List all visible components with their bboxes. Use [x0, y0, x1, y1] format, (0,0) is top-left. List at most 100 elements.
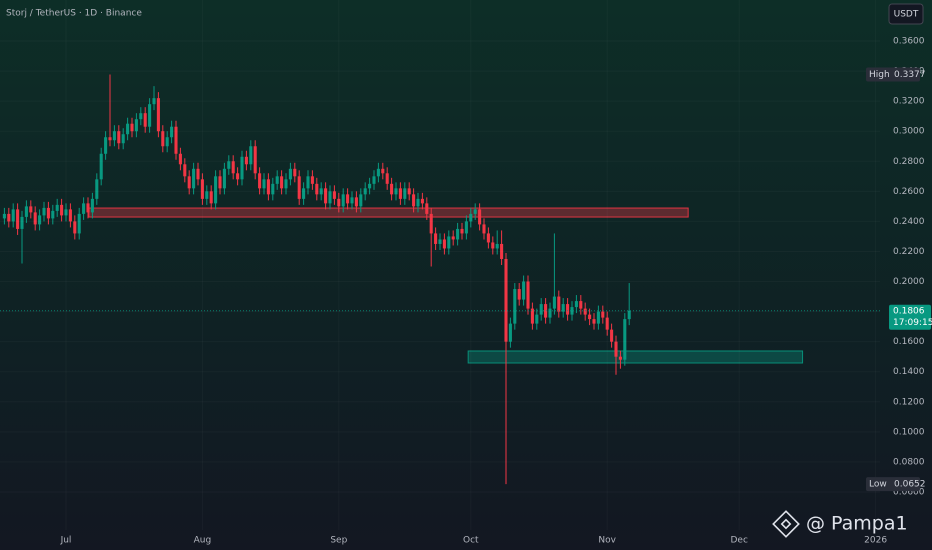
candle-body	[469, 213, 473, 222]
candle-body	[143, 113, 147, 127]
candle-body	[60, 204, 64, 216]
currency-button[interactable]	[888, 3, 924, 25]
candle-body	[64, 209, 68, 216]
candle-body	[126, 123, 130, 135]
zone	[88, 207, 689, 218]
candle-body	[86, 203, 90, 213]
candle-body	[438, 239, 442, 244]
candle-body	[165, 137, 169, 147]
candle-body	[68, 209, 72, 222]
candle-body	[218, 176, 222, 189]
candle-body	[561, 304, 565, 312]
candle-body	[117, 131, 121, 144]
candle-body	[33, 212, 37, 225]
candle-body	[205, 191, 209, 199]
y-tick-label: 0.1400	[893, 367, 925, 377]
candle-body	[170, 126, 174, 138]
candle-body	[482, 224, 486, 234]
candle-body	[249, 146, 253, 165]
candle-body	[460, 228, 464, 234]
candle-body	[7, 213, 11, 222]
candle-body	[596, 311, 600, 324]
candle-body	[227, 161, 231, 169]
candle-body	[262, 179, 266, 189]
candle-body	[280, 176, 284, 189]
candle-body	[588, 314, 592, 320]
candle-body	[293, 168, 297, 177]
last-price-label: 0.1806	[893, 307, 925, 317]
candle-body	[548, 308, 552, 318]
y-tick-label: 0.2800	[893, 157, 925, 167]
candle-body	[275, 176, 279, 184]
low-label-box	[866, 477, 920, 492]
candle-body	[442, 239, 446, 249]
candle-body	[104, 137, 108, 154]
candle-body	[372, 176, 376, 184]
candle-body	[557, 296, 561, 312]
low-label-name: Low	[869, 480, 887, 490]
candle-body	[209, 191, 213, 204]
candle-body	[539, 304, 543, 315]
candle-body	[310, 176, 314, 184]
y-tick-label: 0.2200	[893, 247, 925, 257]
candle-body	[451, 236, 455, 240]
candle-body	[156, 98, 160, 132]
x-tick-label: Sep	[330, 536, 347, 546]
candle-body	[148, 104, 152, 127]
candle-body	[420, 198, 424, 204]
candle-body	[434, 233, 438, 244]
candle-body	[390, 183, 394, 195]
chart-title: Storj / TetherUS · 1D · Binance	[6, 9, 142, 19]
candle-body	[486, 233, 490, 243]
countdown-label: 17:09:15	[893, 318, 932, 328]
y-tick-label: 0.1600	[893, 337, 925, 347]
candle-body	[99, 153, 103, 180]
candle-body	[266, 179, 270, 195]
candle-body	[394, 188, 398, 195]
y-tick-label: 0.0600	[893, 487, 925, 497]
candle-body	[592, 319, 596, 324]
candle-body	[508, 323, 512, 342]
candle-body	[337, 198, 341, 207]
candle-body	[240, 156, 244, 180]
candle-body	[522, 281, 526, 300]
y-tick-label: 0.3200	[893, 97, 925, 107]
candle-body	[341, 194, 345, 207]
high-label-box	[866, 67, 920, 82]
candle-body	[95, 179, 99, 199]
candle-body	[29, 206, 33, 213]
x-tick-label: Dec	[730, 536, 747, 546]
candle-body	[350, 197, 354, 204]
watermark-icon	[772, 510, 800, 538]
candle-body	[51, 210, 55, 219]
x-tick-label: Jul	[60, 536, 72, 546]
candle-body	[579, 301, 583, 309]
candle-body	[398, 188, 402, 199]
candle-body	[535, 314, 539, 324]
candle-body	[139, 113, 143, 120]
candle-body	[187, 176, 191, 189]
candle-body	[570, 307, 574, 315]
candle-body	[385, 173, 389, 184]
y-tick-label: 0.1200	[893, 397, 925, 407]
candle-body	[332, 191, 336, 199]
candle-body	[517, 289, 521, 300]
candle-body	[583, 308, 587, 315]
candle-body	[464, 221, 468, 234]
candle-body	[566, 304, 570, 315]
low-label-value: 0.0652	[894, 480, 926, 490]
x-tick-label: Nov	[598, 536, 616, 546]
candle-body	[90, 198, 94, 213]
candle-body	[306, 176, 310, 189]
candle-body	[618, 356, 622, 360]
candle-body	[478, 209, 482, 225]
candle-body	[491, 242, 495, 249]
candle-body	[236, 173, 240, 180]
candle-body	[354, 197, 358, 207]
y-tick-label: 0.3000	[893, 127, 925, 137]
candle-body	[134, 119, 138, 132]
candle-body	[200, 179, 204, 199]
candle-body	[614, 341, 618, 357]
